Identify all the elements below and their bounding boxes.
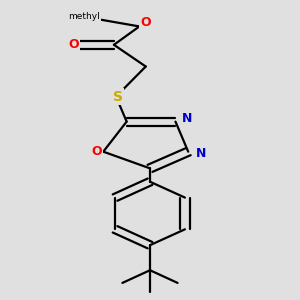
Text: O: O — [140, 16, 151, 29]
Text: N: N — [196, 147, 206, 160]
Text: methyl: methyl — [68, 12, 100, 21]
Text: S: S — [113, 90, 123, 104]
Text: O: O — [92, 145, 102, 158]
Text: N: N — [182, 112, 193, 125]
Text: O: O — [68, 38, 79, 51]
